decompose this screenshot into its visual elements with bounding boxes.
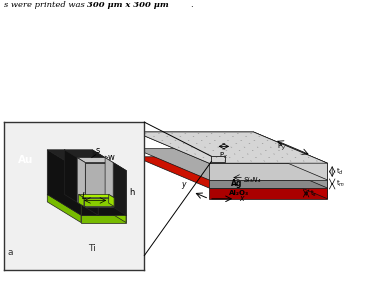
Text: t$_s$: t$_s$ (310, 188, 317, 199)
Polygon shape (77, 158, 113, 162)
Polygon shape (253, 149, 327, 188)
Text: t$_d$: t$_d$ (336, 166, 344, 177)
Polygon shape (47, 195, 81, 223)
Text: s were printed was: s were printed was (4, 1, 87, 9)
Polygon shape (77, 158, 105, 202)
Polygon shape (308, 157, 309, 158)
Text: a: a (8, 248, 13, 257)
Polygon shape (81, 215, 126, 223)
Polygon shape (275, 143, 276, 144)
Polygon shape (85, 162, 98, 215)
Polygon shape (78, 195, 114, 198)
Polygon shape (77, 158, 85, 207)
Polygon shape (47, 150, 98, 170)
Text: x: x (239, 194, 243, 203)
Polygon shape (92, 150, 105, 202)
Polygon shape (255, 157, 256, 158)
Polygon shape (242, 157, 243, 158)
Polygon shape (84, 198, 114, 206)
Text: h: h (129, 188, 134, 197)
Polygon shape (183, 143, 184, 144)
Polygon shape (209, 188, 327, 199)
Polygon shape (64, 150, 105, 158)
Polygon shape (85, 162, 126, 170)
Polygon shape (282, 157, 283, 158)
Text: Ag: Ag (231, 179, 242, 189)
Polygon shape (203, 157, 204, 158)
Polygon shape (135, 132, 327, 163)
Text: y: y (181, 180, 185, 189)
Polygon shape (196, 143, 197, 144)
Text: w: w (108, 153, 115, 162)
Polygon shape (98, 170, 126, 215)
Polygon shape (222, 143, 223, 144)
Polygon shape (295, 157, 296, 158)
Polygon shape (64, 150, 77, 202)
Polygon shape (253, 157, 327, 199)
Polygon shape (78, 195, 84, 206)
Polygon shape (64, 150, 98, 215)
Text: s: s (96, 146, 100, 155)
Polygon shape (135, 149, 327, 180)
Polygon shape (47, 150, 81, 215)
Text: Al₂O₃: Al₂O₃ (229, 190, 249, 197)
Polygon shape (209, 163, 327, 180)
Text: 300 μm x 300 μm: 300 μm x 300 μm (87, 1, 169, 9)
Polygon shape (268, 157, 269, 158)
Polygon shape (85, 162, 113, 207)
Text: P$_y$: P$_y$ (277, 142, 286, 153)
Text: Au: Au (18, 155, 33, 166)
Polygon shape (170, 143, 171, 144)
Polygon shape (216, 157, 217, 158)
Polygon shape (113, 162, 126, 215)
Polygon shape (81, 170, 98, 215)
Text: L: L (82, 192, 87, 201)
Text: Ti: Ti (88, 244, 96, 252)
Polygon shape (209, 180, 327, 188)
Polygon shape (109, 195, 114, 206)
Text: .: . (191, 1, 193, 9)
Polygon shape (249, 143, 250, 144)
Polygon shape (229, 157, 230, 158)
Polygon shape (262, 143, 263, 144)
Text: Si₃N₄: Si₃N₄ (244, 177, 261, 183)
Polygon shape (105, 158, 113, 207)
Polygon shape (135, 132, 327, 163)
Polygon shape (47, 195, 126, 215)
Polygon shape (135, 157, 327, 188)
Text: t$_m$: t$_m$ (336, 179, 345, 189)
Polygon shape (209, 143, 210, 144)
Polygon shape (92, 195, 126, 223)
Polygon shape (253, 132, 327, 180)
Text: P$_x$: P$_x$ (219, 151, 228, 161)
